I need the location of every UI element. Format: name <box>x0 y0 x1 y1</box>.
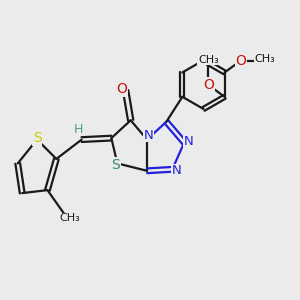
Text: N: N <box>184 135 194 148</box>
Text: CH₃: CH₃ <box>254 54 275 64</box>
Text: O: O <box>117 82 128 96</box>
Text: CH₃: CH₃ <box>59 213 80 224</box>
Text: O: O <box>203 78 214 92</box>
Text: N: N <box>144 129 153 142</box>
Text: S: S <box>111 158 120 172</box>
Text: CH₃: CH₃ <box>198 55 219 64</box>
Text: O: O <box>236 53 246 68</box>
Text: S: S <box>33 131 41 145</box>
Text: H: H <box>74 123 83 136</box>
Text: N: N <box>172 164 182 177</box>
